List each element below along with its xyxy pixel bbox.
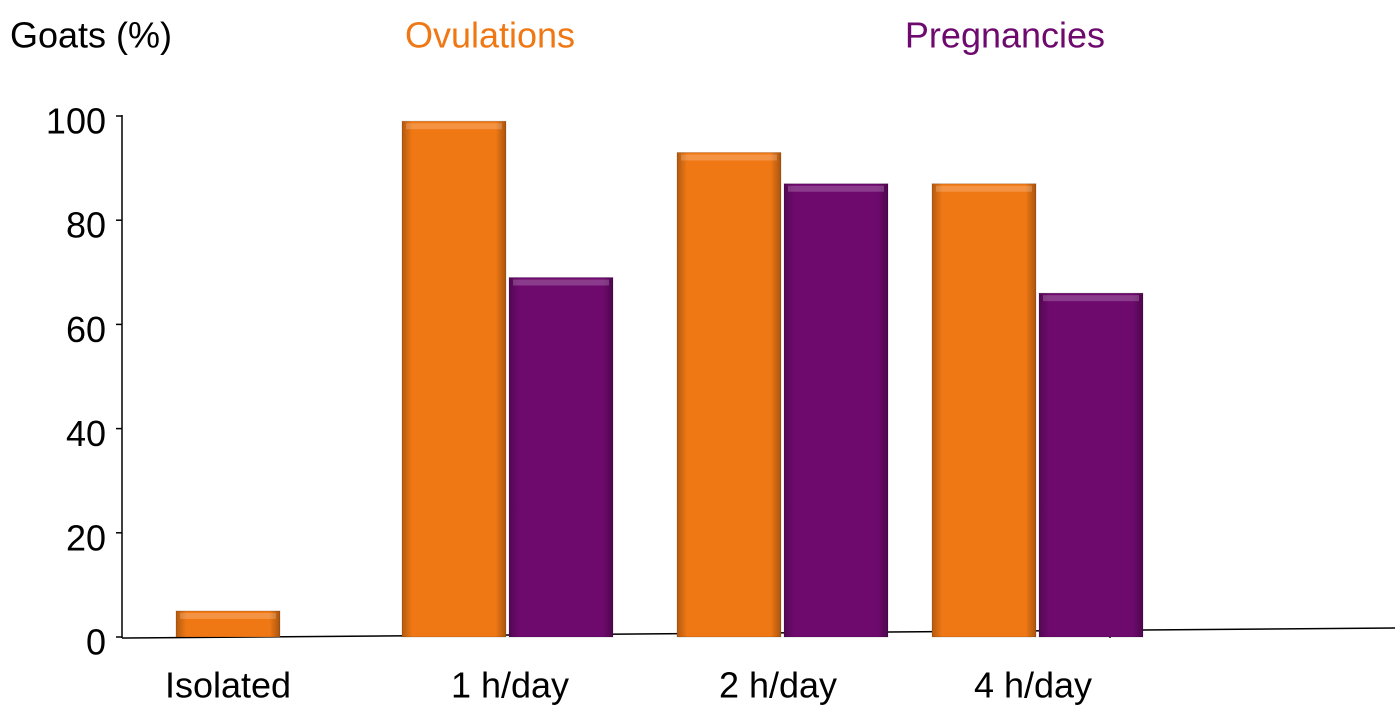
bar-shade	[176, 610, 280, 637]
bar-highlight	[936, 185, 1032, 192]
x-tick-label: 4 h/day	[974, 665, 1092, 706]
bar-shade	[1039, 293, 1143, 637]
bar-shade	[677, 152, 781, 637]
y-tick-label: 60	[66, 309, 106, 350]
bar-highlight	[406, 123, 502, 130]
bar-shade	[784, 183, 888, 638]
y-tick-label: 0	[86, 622, 106, 663]
y-tick-label: 100	[46, 101, 106, 142]
bar-shade	[402, 121, 506, 637]
bar-highlight	[513, 279, 609, 286]
bar-highlight	[180, 612, 276, 619]
y-tick-label: 40	[66, 413, 106, 454]
x-tick-label: Isolated	[165, 665, 291, 706]
bar-highlight	[1043, 295, 1139, 302]
bar-highlight	[681, 154, 777, 161]
y-axis-label: Goats (%)	[10, 15, 172, 56]
y-tick-label: 20	[66, 517, 106, 558]
legend-entry: Pregnancies	[905, 15, 1105, 56]
y-tick-label: 80	[66, 205, 106, 246]
bar-shade	[509, 277, 613, 637]
legend-entry: Ovulations	[405, 15, 575, 56]
bar-highlight	[788, 185, 884, 192]
x-tick-label: 1 h/day	[451, 665, 569, 706]
bar-shade	[932, 183, 1036, 638]
x-tick-label: 2 h/day	[719, 665, 837, 706]
